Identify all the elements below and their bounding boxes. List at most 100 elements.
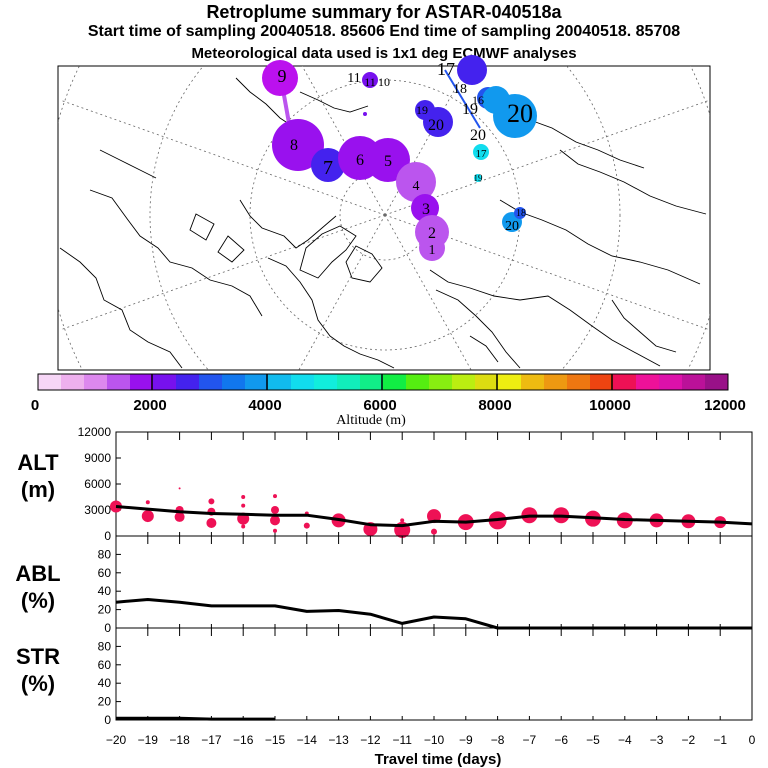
day-label: 20 — [505, 219, 519, 234]
colorbar-swatch — [314, 374, 338, 390]
plume-circle — [474, 174, 482, 182]
sampling-time-subtitle: Start time of sampling 20040518. 85606 E… — [87, 23, 681, 40]
x-tick-label: −10 — [424, 733, 445, 747]
colorbar-tick-label: 0 — [31, 397, 39, 414]
day-label: 11 — [364, 75, 376, 89]
colorbar-swatch — [107, 374, 131, 390]
colorbar-swatch — [475, 374, 499, 390]
x-tick-label: −16 — [233, 733, 254, 747]
x-tick-label: −5 — [586, 733, 600, 747]
colorbar-swatch — [84, 374, 108, 390]
panel-str: 80 60 40 20 0 STR(%) — [16, 627, 753, 727]
colorbar-swatch — [567, 374, 591, 390]
plume-circle — [311, 148, 345, 182]
altitude-cluster-point — [270, 515, 280, 526]
x-axis: −20 −19 −18 −17 −16 −15 −14 −13 −12 −11 −10 −9 −8 −7−… — [106, 733, 756, 747]
colorbar-tick-label: 10000 — [589, 397, 631, 414]
colorbar-swatch — [613, 374, 637, 390]
colorbar-swatch — [682, 374, 706, 390]
colorbar-tick-label: 4000 — [248, 397, 281, 414]
day-label: 2 — [428, 225, 436, 242]
altitude-cluster-point — [273, 528, 277, 533]
y-tick-label: 40 — [98, 676, 112, 690]
colorbar-swatch — [268, 374, 292, 390]
colorbar-swatch — [521, 374, 545, 390]
day-label: 19 — [462, 101, 478, 118]
altitude-cluster-point — [431, 528, 437, 535]
day-label: 1 — [429, 243, 436, 258]
altitude-cluster-point — [208, 498, 215, 505]
plume-circle — [262, 60, 298, 96]
day-label: 3 — [422, 201, 430, 218]
x-tick-label: −2 — [682, 733, 696, 747]
altitude-colorbar — [37, 373, 729, 391]
day-label: 4 — [413, 179, 420, 194]
series-line-str — [116, 716, 275, 721]
y-tick-label: 20 — [98, 695, 112, 709]
colorbar-swatch — [429, 374, 453, 390]
x-tick-label: −19 — [138, 733, 159, 747]
y-tick-label: 80 — [98, 547, 112, 561]
y-tick-label: 6000 — [84, 477, 111, 491]
panel-ylabel-units: (m) — [21, 477, 55, 502]
colorbar-swatch — [337, 374, 361, 390]
x-tick-label: 0 — [749, 733, 756, 747]
colorbar-swatch — [498, 374, 522, 390]
colorbar-tick-label: 6000 — [363, 397, 396, 414]
day-label: 18 — [516, 208, 526, 219]
plume-circle — [419, 235, 445, 261]
x-tick-label: −6 — [554, 733, 568, 747]
day-label: 7 — [323, 157, 333, 179]
plume-circle — [396, 162, 436, 202]
colorbar-swatch — [199, 374, 223, 390]
x-tick-label: −11 — [392, 733, 412, 747]
day-label: 18 — [453, 82, 467, 97]
y-tick-label: 0 — [104, 529, 111, 543]
altitude-cluster-point — [178, 487, 181, 490]
panel-ylabel-units: (%) — [21, 588, 55, 613]
plume-circle — [457, 55, 487, 85]
colorbar-swatch — [245, 374, 269, 390]
trajectory-line — [444, 69, 481, 129]
colorbar-label: Altitude (m) — [336, 413, 406, 428]
chart-title: Retroplume summary for ASTAR-040518a — [206, 2, 562, 22]
colorbar-swatch — [222, 374, 246, 390]
x-tick-label: −18 — [169, 733, 190, 747]
x-tick-label: −1 — [713, 733, 727, 747]
time-series-panels: 120009000600030000ALT(m)806040200ABL(%)8… — [15, 425, 753, 727]
panel-frame — [115, 535, 753, 629]
altitude-cluster-point — [427, 509, 441, 524]
y-tick-label: 12000 — [78, 425, 112, 439]
day-label: 17 — [437, 59, 455, 79]
x-axis-label: Travel time (days) — [375, 751, 502, 768]
colorbar-swatch — [360, 374, 384, 390]
altitude-cluster-point — [400, 518, 405, 523]
colorbar-tick-label: 2000 — [133, 397, 166, 414]
y-tick-label: 60 — [98, 658, 112, 672]
colorbar-swatch — [544, 374, 568, 390]
colorbar-tick-label: 12000 — [704, 397, 746, 414]
altitude-cluster-point — [206, 518, 217, 528]
altitude-cluster-point — [241, 524, 246, 529]
colorbar-frame — [37, 373, 729, 391]
colorbar-swatch — [61, 374, 85, 390]
x-tick-label: −13 — [328, 733, 349, 747]
day-label: 17 — [476, 148, 488, 160]
y-tick-label: 60 — [98, 566, 112, 580]
map-frame — [57, 65, 711, 371]
altitude-cluster-point — [241, 503, 246, 508]
altitude-cluster-point — [271, 506, 279, 514]
x-tick-label: −12 — [360, 733, 381, 747]
colorbar-swatch — [176, 374, 200, 390]
panel-frame — [115, 627, 753, 721]
x-tick-label: −4 — [618, 733, 632, 747]
colorbar-swatch — [383, 374, 407, 390]
colorbar-swatch — [153, 374, 177, 390]
x-tick-label: −20 — [106, 733, 127, 747]
series-line-abl — [115, 598, 752, 630]
x-tick-label: −8 — [491, 733, 505, 747]
plume-circle — [363, 112, 367, 116]
plume-circle — [482, 86, 510, 114]
y-tick-label: 9000 — [84, 451, 111, 465]
